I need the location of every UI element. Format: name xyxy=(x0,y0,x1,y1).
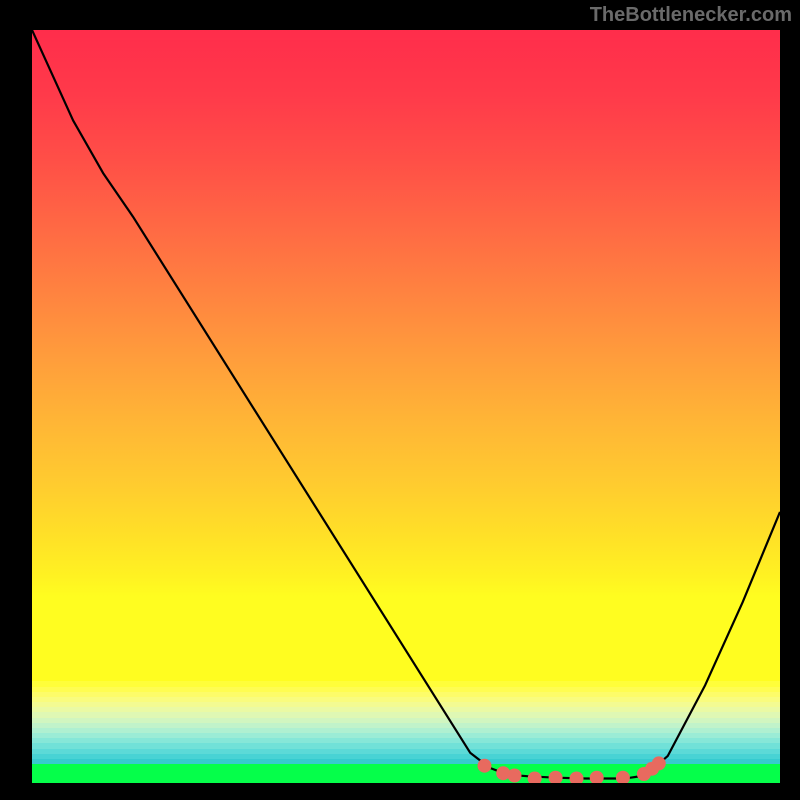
watermark-text: TheBottlenecker.com xyxy=(590,4,792,27)
plot-area xyxy=(32,30,780,783)
curve-marker xyxy=(528,772,542,784)
chart-container: TheBottlenecker.com xyxy=(0,0,800,800)
curve-marker xyxy=(652,756,666,770)
curve-marker xyxy=(549,771,563,783)
curve-marker xyxy=(570,772,584,784)
curve-marker xyxy=(616,771,630,783)
curve-marker xyxy=(590,771,604,783)
bottleneck-curve xyxy=(32,30,780,779)
curve-marker xyxy=(478,759,492,773)
curve-marker xyxy=(508,769,522,783)
curve-svg xyxy=(32,30,780,783)
